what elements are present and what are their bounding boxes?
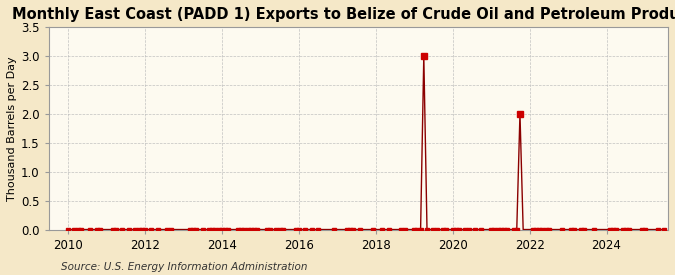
Y-axis label: Thousand Barrels per Day: Thousand Barrels per Day (7, 56, 17, 201)
Title: Monthly East Coast (PADD 1) Exports to Belize of Crude Oil and Petroleum Product: Monthly East Coast (PADD 1) Exports to B… (12, 7, 675, 22)
Text: Source: U.S. Energy Information Administration: Source: U.S. Energy Information Administ… (61, 262, 307, 272)
